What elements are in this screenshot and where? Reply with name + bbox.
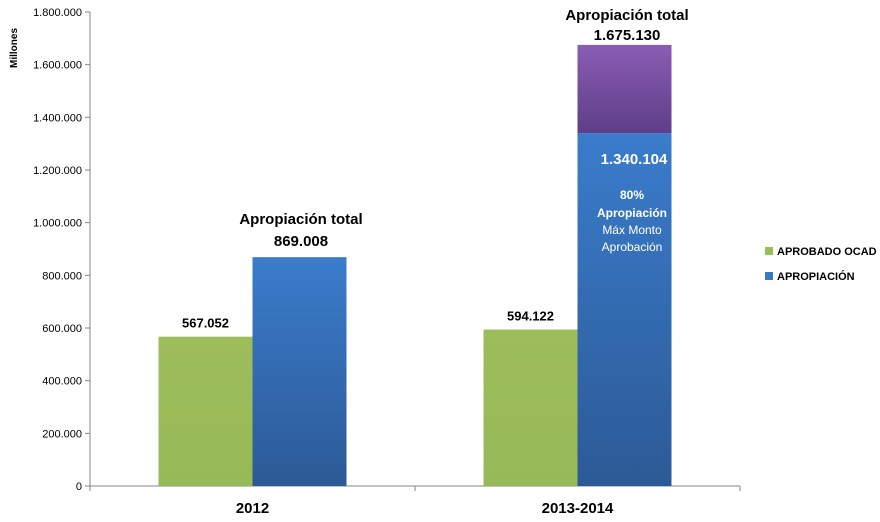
bar-apropiacion-total-extra (577, 44, 672, 134)
bar-value-label: 567.052 (182, 316, 229, 331)
y-tick-label: 1.600.000 (33, 60, 82, 72)
y-tick-label: 0 (76, 481, 82, 493)
y-tick-label: 400.000 (42, 376, 82, 388)
legend-swatch-apropiacion (765, 272, 773, 280)
y-tick-label: 200.000 (42, 428, 82, 440)
y-axis-label: Millones (9, 28, 20, 68)
annotation-total-2013-value: 1.675.130 (594, 27, 661, 44)
annotation-total-2012-value: 869.008 (274, 233, 328, 250)
axes: 0 200.000 400.000 600.000 800.000 1.000.000 1.… (33, 7, 741, 493)
bar-aprobado-ocad (158, 336, 253, 486)
annotation-total-2013-title: Apropiación total (565, 7, 688, 24)
y-tick-label: 600.000 (42, 323, 82, 335)
legend-label-aprobado: APROBADO OCAD (777, 246, 877, 258)
inbar-label: Apropiación (597, 206, 667, 220)
y-tick-label: 1.000.000 (33, 218, 82, 230)
y-tick-label: 1.400.000 (33, 112, 82, 124)
x-category-label: 2012 (236, 500, 269, 517)
bar-value-label: 594.122 (507, 309, 554, 324)
bar-apropiacion (577, 133, 672, 486)
inbar-sub1: Máx Monto (602, 223, 662, 237)
y-tick-label: 1.800.000 (33, 7, 82, 19)
data-labels: 2012 567.052 2013-2014 594.122 (182, 309, 614, 517)
bars (158, 44, 672, 486)
bar-aprobado-ocad (483, 329, 578, 486)
inbar-sub2: Aprobación (602, 240, 663, 254)
x-category-label: 2013-2014 (542, 500, 614, 517)
y-tick-label: 1.200.000 (33, 165, 82, 177)
inbar-percent: 80% (620, 188, 644, 202)
legend-label-apropiacion: APROPIACIÓN (777, 270, 855, 283)
legend-swatch-aprobado (765, 247, 773, 255)
bar-apropiacion (252, 257, 347, 486)
inbar-value: 1.340.104 (601, 151, 668, 168)
legend: APROBADO OCAD APROPIACIÓN (765, 246, 877, 283)
annotation-total-2012-title: Apropiación total (239, 211, 362, 228)
y-tick-label: 800.000 (42, 270, 82, 282)
